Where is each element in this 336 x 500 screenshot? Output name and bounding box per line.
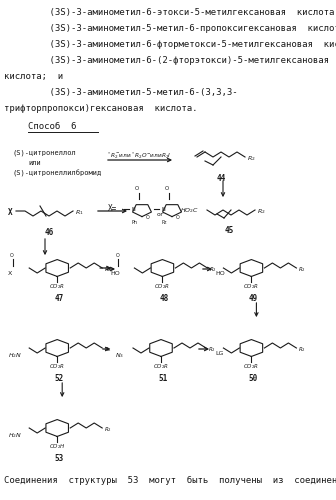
- Text: 44: 44: [217, 174, 226, 183]
- Text: $R_1$: $R_1$: [75, 208, 84, 217]
- Text: X: X: [8, 271, 12, 276]
- Text: O: O: [146, 215, 150, 220]
- Text: 49: 49: [248, 294, 258, 303]
- Text: $R_2$: $R_2$: [209, 265, 217, 274]
- Text: $H_2N$: $H_2N$: [8, 351, 22, 360]
- Text: O: O: [115, 253, 119, 258]
- Text: Соединения  структуры  53  могут  быть  получены  из  соединения: Соединения структуры 53 могут быть получ…: [4, 476, 336, 485]
- Text: $R_2$: $R_2$: [247, 154, 256, 163]
- Text: O: O: [10, 253, 14, 258]
- Text: $CO_2R$: $CO_2R$: [243, 282, 259, 291]
- Text: 47: 47: [54, 294, 64, 303]
- Text: 50: 50: [248, 374, 258, 383]
- Text: $R_2$: $R_2$: [104, 345, 112, 354]
- Text: или: или: [28, 160, 41, 166]
- Text: трифторпропокси)гексановая  кислота.: трифторпропокси)гексановая кислота.: [4, 104, 198, 113]
- Text: or: or: [157, 212, 165, 217]
- Text: Ph: Ph: [132, 220, 138, 225]
- Text: $\mathit{HO_2C}$: $\mathit{HO_2C}$: [180, 206, 199, 215]
- Text: $^*R_2^{-}$или$^*R_2O^{-}$или$R_2I$: $^*R_2^{-}$или$^*R_2O^{-}$или$R_2I$: [107, 150, 171, 161]
- Text: (3S)-3-аминометил-6-этокси-5-метилгексановая  кислота;: (3S)-3-аминометил-6-этокси-5-метилгексан…: [28, 8, 336, 17]
- Text: X: X: [8, 208, 13, 217]
- Text: 48: 48: [159, 294, 169, 303]
- Text: (S)-цитронеллилбромид: (S)-цитронеллилбромид: [12, 170, 101, 177]
- Text: (S)-цитронеллол: (S)-цитронеллол: [12, 150, 76, 156]
- Text: 45: 45: [225, 226, 234, 235]
- Text: 53: 53: [54, 454, 64, 463]
- Text: O: O: [165, 186, 169, 191]
- Text: Pz: Pz: [162, 220, 168, 225]
- Text: X=: X=: [108, 204, 117, 213]
- Text: N: N: [162, 207, 166, 212]
- Text: $CO_2R$: $CO_2R$: [49, 362, 65, 371]
- Text: кислота;  и: кислота; и: [4, 72, 63, 81]
- Text: (3S)-3-аминометил-6-(2-фторэтокси)-5-метилгексановая: (3S)-3-аминометил-6-(2-фторэтокси)-5-мет…: [28, 56, 329, 65]
- Text: O: O: [176, 215, 180, 220]
- Text: (3S)-3-аминометил-5-метил-6-(3,3,3-: (3S)-3-аминометил-5-метил-6-(3,3,3-: [28, 88, 238, 97]
- Text: (3S)-3-аминометил-6-фторметокси-5-метилгексановая  кислота;: (3S)-3-аминометил-6-фторметокси-5-метилг…: [28, 40, 336, 49]
- Text: $CO_2R$: $CO_2R$: [153, 362, 169, 371]
- Text: $H_2N$: $H_2N$: [8, 431, 22, 440]
- Text: HO: HO: [215, 271, 225, 276]
- Text: N: N: [132, 207, 136, 212]
- Text: Способ  6: Способ 6: [28, 122, 76, 131]
- Text: HO: HO: [110, 271, 120, 276]
- Text: $CO_2H$: $CO_2H$: [49, 442, 66, 451]
- Text: $R_2$: $R_2$: [104, 425, 112, 434]
- Text: $R_2$: $R_2$: [208, 345, 216, 354]
- Text: $CO_2R$: $CO_2R$: [155, 282, 170, 291]
- Text: $R_2$: $R_2$: [257, 207, 266, 216]
- Text: $R_2$: $R_2$: [298, 345, 306, 354]
- Text: LG: LG: [215, 351, 223, 356]
- Text: $CO_2R$: $CO_2R$: [243, 362, 259, 371]
- Text: 46: 46: [45, 228, 54, 237]
- Text: 51: 51: [158, 374, 167, 383]
- Text: $N_3$: $N_3$: [115, 351, 124, 360]
- Text: O: O: [135, 186, 139, 191]
- Text: $R_2$: $R_2$: [298, 265, 306, 274]
- Text: (3S)-3-аминометил-5-метил-6-пропоксигексановая  кислота;: (3S)-3-аминометил-5-метил-6-пропоксигекс…: [28, 24, 336, 33]
- Text: $CO_2R$: $CO_2R$: [49, 282, 65, 291]
- Text: 52: 52: [54, 374, 64, 383]
- Text: $R_2$: $R_2$: [104, 265, 112, 274]
